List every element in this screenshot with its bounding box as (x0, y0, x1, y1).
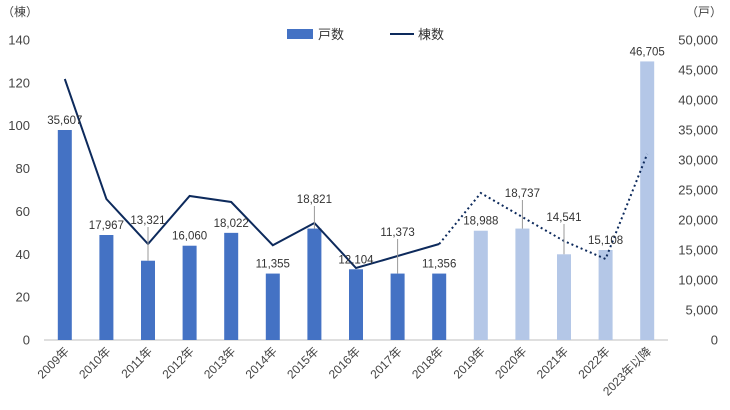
legend-bar-swatch (287, 29, 313, 39)
bar (265, 273, 280, 340)
y-right-tick-label: 15,000 (678, 243, 718, 258)
bar (182, 245, 197, 340)
bar (141, 260, 155, 340)
x-tick-label: 2020年 (492, 344, 529, 381)
legend-bar-label: 戸数 (318, 28, 344, 43)
legend-line-label: 棟数 (418, 28, 444, 43)
y-right-tick-label: 20,000 (678, 213, 718, 228)
x-tick-label: 2012年 (159, 344, 196, 381)
y-right-tick-label: 40,000 (678, 93, 718, 108)
bar (557, 254, 571, 340)
x-tick-label: 2011年 (118, 344, 155, 381)
legend: 戸数 棟数 (287, 28, 444, 43)
bar (473, 230, 488, 340)
series-line-forecast (438, 153, 649, 261)
bar-layer (57, 61, 655, 341)
x-tick-label: 2009年 (35, 344, 72, 381)
data-label: 18,737 (505, 188, 540, 200)
bar (390, 273, 405, 340)
bar (515, 228, 530, 340)
data-label: 18,022 (214, 218, 249, 230)
bar (640, 61, 655, 341)
bar (307, 228, 322, 340)
y-right-tick-label: 5,000 (685, 303, 718, 318)
y-right-tick-label: 10,000 (678, 273, 718, 288)
y-right-tick-label: 0 (711, 333, 718, 348)
x-tick-label: 2013年 (201, 344, 238, 381)
data-label: 12,104 (338, 254, 374, 266)
y-left-tick-label: 80 (16, 161, 30, 176)
y-right-tick-label: 35,000 (678, 123, 718, 138)
data-label: 18,988 (463, 216, 498, 228)
x-tick-label: 2010年 (76, 344, 113, 381)
data-label: 17,967 (89, 220, 124, 232)
y-left-tick-label: 0 (23, 333, 30, 348)
line-layer (63, 78, 649, 270)
bar (99, 235, 114, 340)
bar (57, 130, 72, 340)
data-label: 46,705 (630, 46, 665, 58)
y-left-tick-label: 100 (8, 118, 30, 133)
y-left-tick-label: 60 (16, 204, 30, 219)
series-line-actual (63, 78, 440, 270)
y-left-tick-label: 40 (16, 247, 30, 262)
y-right-tick-label: 30,000 (678, 153, 718, 168)
label-layer: 35,607 17,967 13,321 16,060 18,022 11,355 18,8… (47, 46, 665, 274)
y-left-tick-label: 20 (16, 290, 30, 305)
bar (598, 250, 613, 340)
x-tick-label: 2017年 (367, 344, 404, 381)
x-tick-label: 2022年 (575, 344, 612, 381)
bar (432, 273, 447, 340)
right-axis-unit: （戸） (686, 5, 722, 19)
x-tick-label: 2021年 (534, 344, 571, 381)
data-label: 11,373 (380, 227, 414, 239)
bar (224, 232, 239, 340)
axis-layer: 0 20 40 60 80 100 120 140 0 5,000 10,000 15,000 20,0… (8, 33, 718, 399)
x-tick-label: 2018年 (409, 344, 446, 381)
data-label: 11,356 (422, 259, 456, 271)
data-label: 35,607 (47, 115, 82, 127)
bar (349, 269, 363, 340)
data-label: 15,108 (588, 235, 623, 247)
x-tick-label: 2016年 (326, 344, 363, 381)
data-label: 11,355 (256, 259, 290, 271)
x-tick-label: 2014年 (243, 344, 280, 381)
data-label: 13,321 (130, 215, 165, 227)
y-right-tick-label: 45,000 (678, 63, 718, 78)
data-label: 16,060 (172, 231, 207, 243)
data-label: 18,821 (297, 194, 332, 206)
x-tick-label: 2015年 (284, 344, 321, 381)
y-right-tick-label: 50,000 (678, 33, 718, 48)
y-left-tick-label: 140 (8, 33, 30, 48)
data-label: 14,541 (546, 212, 581, 224)
left-axis-unit: （棟） (2, 4, 38, 19)
y-left-tick-label: 120 (8, 75, 30, 90)
x-tick-label: 2019年 (451, 344, 488, 381)
y-right-tick-label: 25,000 (678, 183, 718, 198)
